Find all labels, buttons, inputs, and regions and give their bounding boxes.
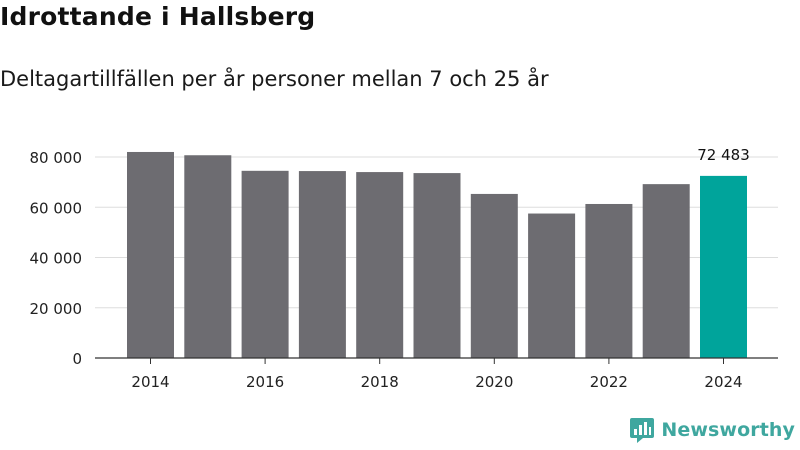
bar-2017 (298, 171, 346, 358)
bar-2022 (585, 203, 633, 358)
bar-2016 (241, 170, 289, 358)
bar-2015 (184, 155, 232, 358)
x-tick-label: 2018 (361, 373, 399, 391)
newsworthy-logo-icon (630, 418, 655, 443)
brand-name: Newsworthy (661, 419, 795, 441)
bar-2023 (642, 184, 690, 358)
x-tick-label: 2016 (246, 373, 284, 391)
bar-2018 (356, 172, 404, 358)
bar-2020 (470, 193, 518, 358)
chart-title: Idrottande i Hallsberg (0, 2, 316, 31)
bar-2014 (127, 151, 174, 358)
y-tick-label: 80 000 (30, 149, 83, 167)
bar-2024 (700, 175, 747, 358)
y-tick-label: 0 (72, 350, 82, 368)
bar-2021 (528, 213, 576, 358)
bar-2019 (413, 173, 461, 358)
x-tick-label: 2022 (590, 373, 628, 391)
chart-subtitle: Deltagartillfällen per år personer mella… (0, 67, 549, 91)
y-tick-label: 20 000 (30, 300, 83, 318)
x-tick-label: 2014 (131, 373, 169, 391)
brand-logo: Newsworthy (629, 415, 795, 445)
highlight-value-label: 72 483 (697, 146, 750, 164)
x-tick-label: 2020 (475, 373, 513, 391)
x-tick-label: 2024 (704, 373, 742, 391)
y-tick-label: 60 000 (30, 199, 83, 217)
y-tick-label: 40 000 (30, 250, 83, 268)
